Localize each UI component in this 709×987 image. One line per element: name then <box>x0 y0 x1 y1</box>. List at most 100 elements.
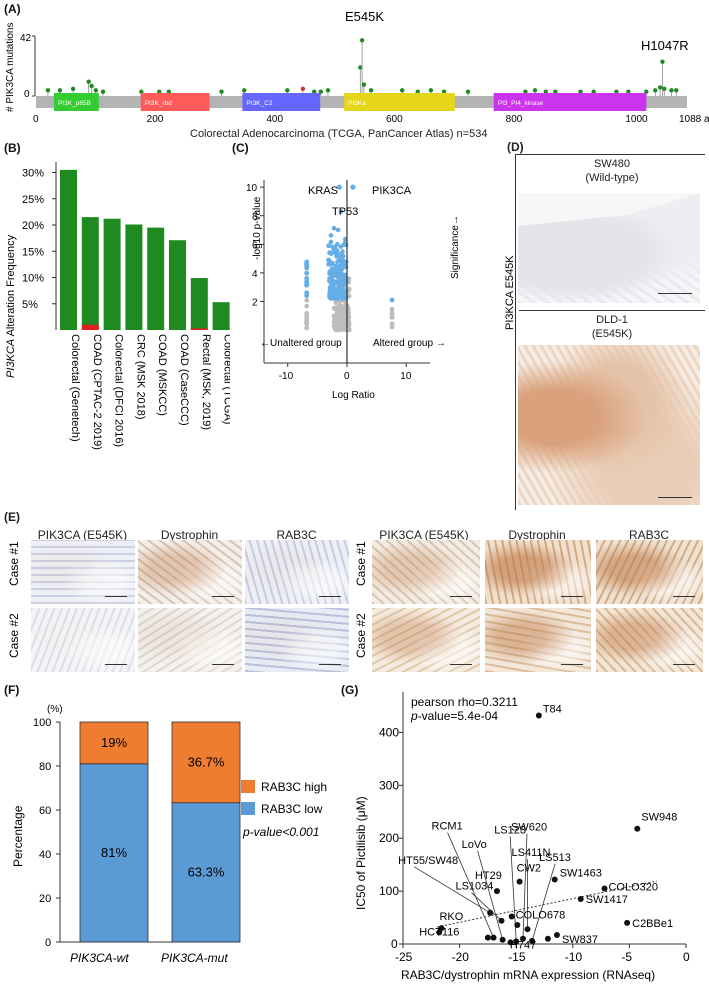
blue-point <box>389 297 395 303</box>
y-tick-label: 15% <box>22 246 44 258</box>
mutation-head <box>644 89 649 94</box>
mutation-head <box>358 65 363 70</box>
mutation-head <box>285 88 290 93</box>
blue-point <box>328 276 334 282</box>
gray-point <box>337 317 343 323</box>
panel-a-lollipop: (A) # PIK3CA mutations 42 0 E545K H1047R… <box>4 2 709 125</box>
ihc-tile-image <box>485 540 591 604</box>
gray-point <box>389 306 395 312</box>
y-tick-label: 8 <box>252 212 258 223</box>
panel-c-xticks: -10 0 10 <box>279 363 412 382</box>
x-tick-label: 1000 <box>625 114 648 125</box>
gray-point <box>345 309 351 314</box>
blue-point <box>342 272 348 278</box>
bar-mutation <box>169 240 186 330</box>
cell-line-point <box>493 888 500 895</box>
cell-line-label: HCT116 <box>419 926 459 938</box>
blue-point <box>335 227 341 233</box>
cell-line-point <box>544 935 551 942</box>
bar-mutation <box>147 227 165 330</box>
tp53-point <box>338 209 344 214</box>
bar-high-label: 36.7% <box>188 754 225 769</box>
panel-e: (E) PIK3CA (E545K) Dystrophin RAB3C PIK3… <box>0 510 709 660</box>
gray-point <box>333 319 339 324</box>
gray-point <box>332 324 338 330</box>
domain-block <box>344 93 455 111</box>
mutation-head <box>399 88 405 93</box>
x-tick-label: -25 <box>395 950 413 964</box>
blue-point <box>328 251 334 257</box>
y-tick-label: 300 <box>379 778 399 792</box>
mutation-head <box>300 86 306 92</box>
mutation-head <box>626 89 631 94</box>
y-tick-label: 100 <box>379 884 399 898</box>
mutation-head <box>361 82 367 87</box>
gray-point <box>389 311 395 317</box>
legend-high-label: RAB3C high <box>261 780 327 794</box>
cell-line-label: C2BBe1 <box>632 918 673 930</box>
blue-point <box>328 295 334 301</box>
blue-point <box>340 249 345 254</box>
cell-line-point <box>624 919 631 926</box>
ihc-tile-image <box>138 540 242 604</box>
bar-mutation <box>190 278 208 330</box>
dld1-ihc-image <box>518 345 700 505</box>
panel-b-yticks: 5% 10% 15% 20% 25% 30% <box>22 168 56 311</box>
cell-line-label: LS411N <box>512 847 551 859</box>
mutation-head <box>657 85 663 90</box>
mutation-head <box>318 89 324 94</box>
y-tick-label: 60 <box>39 805 51 817</box>
blue-point <box>340 278 346 284</box>
x-category-label: COAD (CPTAC-2 2019) <box>91 334 103 450</box>
panel-b-bars <box>60 169 230 330</box>
cell-line-point <box>535 712 542 719</box>
bar-amplification <box>190 328 208 330</box>
panel-g-ylabel: IC50 of Pictilisib (μM) <box>354 796 368 910</box>
ihc-tile-image <box>245 608 349 672</box>
mutation-head <box>465 89 471 94</box>
panel-a-ymin: 0 <box>24 89 30 100</box>
gray-point <box>339 327 344 332</box>
mutation-head <box>653 88 658 93</box>
e-left-col-2: Dystrophin <box>160 528 219 542</box>
y-tick-label: 6 <box>252 240 258 251</box>
cell-line-label: LS123 <box>494 824 526 836</box>
blue-point <box>328 233 334 238</box>
x-tick-label: 400 <box>266 114 283 125</box>
cell-line-point <box>499 936 506 943</box>
mutation-head <box>660 59 665 64</box>
blue-point <box>333 268 338 273</box>
leader-line <box>413 866 491 914</box>
domain-block <box>53 93 99 111</box>
e-left-col-3: RAB3C <box>276 528 317 542</box>
mutation-head <box>415 89 420 94</box>
panel-g-pearson: pearson rho=0.3211 <box>411 695 518 709</box>
x-tick-label: 800 <box>506 114 523 125</box>
blue-point <box>304 270 310 276</box>
x-tick-label: -15 <box>508 950 526 964</box>
panel-a-caption: Colorectal Adenocarcinoma (TCGA, PanCanc… <box>190 128 488 140</box>
gene-tp53: TP53 <box>332 206 358 218</box>
blue-point <box>304 263 310 268</box>
mutation-head <box>614 89 619 94</box>
legend-low-label: RAB3C low <box>261 802 323 816</box>
x-tick-label: 0 <box>683 950 690 964</box>
x-tick-label: -10 <box>565 950 583 964</box>
panel-f-pvalue: p-value<0.001 <box>242 825 319 839</box>
blue-point <box>331 225 337 231</box>
mutation-head <box>674 88 679 93</box>
y-tick-label: 10 <box>246 183 258 194</box>
bar-mutation <box>60 169 77 330</box>
ihc-tile-image <box>372 540 480 604</box>
cell-line-label: SW620 <box>511 822 547 834</box>
mutation-head <box>100 89 106 94</box>
mutation-head <box>368 88 374 93</box>
domain-label: PI3K_p85B <box>58 100 91 107</box>
blue-point <box>304 293 310 299</box>
e-right-row-labels: Case #1 Case #2 <box>354 541 368 658</box>
sw480-title: SW480 <box>593 158 631 170</box>
cell-line-point <box>513 938 520 945</box>
panel-g-xticks: -25 -20 -15 -10 -5 0 <box>395 944 690 964</box>
hotspot-e545k: E545K <box>345 9 384 24</box>
ihc-tile-image <box>485 608 591 672</box>
